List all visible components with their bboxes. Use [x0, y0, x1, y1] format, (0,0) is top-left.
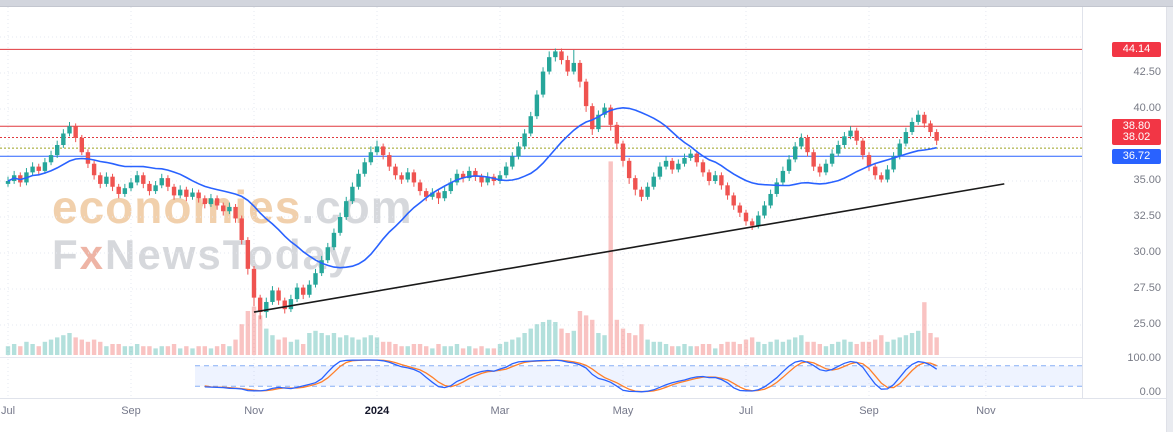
window-right-edge	[1166, 7, 1173, 432]
stoch-d-line	[204, 359, 937, 393]
watermark-tagline-rest: NewsToday	[105, 230, 354, 278]
sma-line[interactable]	[7, 106, 937, 269]
watermark-tagline: FxNewsToday	[52, 230, 413, 278]
stochastic-band	[195, 365, 1082, 387]
watermark-tagline-f: F	[52, 230, 80, 278]
time-axis[interactable]	[0, 398, 1173, 432]
grid-layer	[0, 7, 1083, 398]
price-axis[interactable]	[1083, 7, 1166, 398]
window-top-edge	[0, 0, 1173, 7]
watermark-brand-suffix: .com	[301, 181, 413, 233]
volume-layer	[5, 161, 939, 355]
stoch-k-line	[204, 359, 938, 393]
trendline[interactable]	[253, 183, 1005, 313]
price-lines-layer[interactable]	[0, 48, 1082, 157]
stochastic-pane	[195, 359, 1082, 393]
watermark-tagline-x: x	[79, 230, 106, 278]
